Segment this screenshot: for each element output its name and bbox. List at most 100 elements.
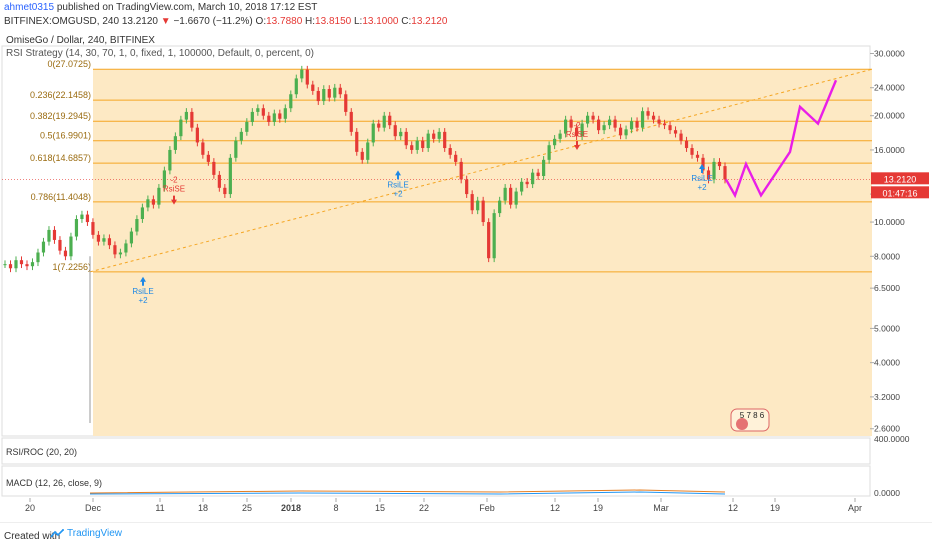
candle-body: [382, 115, 386, 128]
candle-body: [327, 89, 331, 98]
candle-body: [613, 119, 617, 128]
candle-body: [575, 127, 579, 137]
timer-tag-label: 01:47:16: [882, 188, 917, 198]
candle-body: [278, 113, 282, 119]
candle-body: [63, 250, 68, 257]
y-tick-label: 30.0000: [874, 48, 905, 58]
candle-body: [706, 170, 711, 180]
candle-body: [695, 154, 700, 158]
tradingview-brand: TradingView: [67, 528, 123, 539]
candle-body: [624, 129, 628, 136]
candle-body: [19, 260, 24, 265]
candle-body: [316, 90, 320, 102]
price-tag-label: 13.2120: [884, 174, 917, 184]
y-tick-label: 8.0000: [874, 251, 900, 261]
candle-body: [25, 264, 29, 267]
plot-title: OmiseGo / Dollar, 240, BITFINEX: [6, 35, 155, 46]
candle-body: [415, 140, 419, 150]
candle-body: [459, 161, 463, 180]
candle-body: [569, 119, 573, 128]
candle-body: [256, 108, 260, 112]
candle-body: [426, 133, 430, 149]
last-price: 13.2120: [121, 16, 158, 27]
candle-body: [311, 84, 315, 91]
macd-axis: 0.0000: [874, 488, 900, 498]
author-link[interactable]: ahmet0315: [4, 2, 55, 13]
candle-body: [162, 170, 166, 188]
candle-body: [618, 127, 623, 136]
fib-label: 1(7.2256): [52, 262, 91, 272]
candle-body: [151, 199, 155, 205]
candle-body: [580, 123, 584, 137]
tradingview-icon: [50, 528, 64, 537]
candle-body: [377, 123, 381, 128]
fib-label: 0.618(14.6857): [30, 153, 91, 163]
candle-body: [673, 130, 678, 134]
marker-qty: +2: [393, 189, 403, 198]
marker-label: RsiSE: [566, 130, 588, 139]
candle-body: [564, 119, 568, 134]
candle-body: [250, 111, 254, 122]
y-tick-label: 24.0000: [874, 83, 905, 93]
candle-body: [74, 219, 79, 237]
candle-body: [437, 131, 441, 139]
x-tick-label: Feb: [479, 503, 495, 513]
publish-text: published on TradingView.com, March 10, …: [56, 2, 318, 13]
flag-icon: [736, 418, 748, 430]
candle-body: [525, 181, 529, 185]
x-tick-label: 12: [728, 503, 738, 513]
candle-body: [179, 119, 183, 137]
fib-label: 0.382(19.2945): [30, 111, 91, 121]
candle-body: [85, 214, 90, 223]
candle-body: [635, 121, 639, 128]
x-tick-label: Mar: [653, 503, 669, 513]
candle-body: [629, 121, 634, 130]
chart-canvas[interactable]: 0(27.0725) 0.236(22.1458) 0.382(19.2945) 0.…: [0, 0, 932, 522]
candle-body: [596, 119, 601, 131]
marker-label: RsiLE: [132, 287, 153, 296]
change-value: −1.6670 (−11.2%): [173, 16, 253, 27]
candle-body: [646, 111, 650, 116]
candle-body: [107, 238, 112, 246]
candle-body: [684, 140, 689, 149]
candle-body: [553, 138, 557, 146]
candle-body: [531, 172, 535, 185]
counter-label: 5 7 8 6: [740, 411, 765, 420]
candle-body: [157, 187, 161, 205]
candle-body: [228, 157, 232, 195]
candle-body: [349, 111, 353, 132]
macd-signal: [89, 491, 726, 495]
candle-body: [393, 125, 397, 137]
candle-body: [454, 154, 458, 162]
candle-body: [8, 264, 13, 269]
symbol-label: BITFINEX:OMGUSD, 240: [4, 16, 120, 27]
close-label: C:: [401, 16, 412, 27]
candle-body: [443, 131, 447, 149]
candle-body: [602, 125, 606, 131]
marker-qty: +2: [138, 296, 148, 305]
high-label: H:: [305, 16, 316, 27]
marker-label: RsiSE: [163, 185, 185, 194]
candle-body: [96, 234, 101, 242]
candle-body: [91, 222, 95, 235]
macd-label: MACD (12, 26, close, 9): [6, 478, 102, 488]
candle-body: [448, 148, 452, 155]
x-tick-label: 8: [333, 503, 338, 513]
candle-body: [690, 148, 694, 155]
x-tick-label: 15: [375, 503, 385, 513]
candle-body: [498, 200, 502, 214]
candle-body: [206, 154, 210, 162]
candle-body: [52, 229, 57, 240]
x-tick-label: 18: [198, 503, 208, 513]
high-value: 13.8150: [315, 16, 352, 27]
close-value: 13.2120: [411, 16, 448, 27]
candle-body: [322, 89, 326, 102]
candle-body: [195, 127, 199, 143]
candle-body: [140, 207, 145, 220]
candle-body: [421, 140, 425, 149]
x-tick-label: 12: [550, 503, 560, 513]
tradingview-logo[interactable]: TradingView: [50, 528, 122, 539]
candle-body: [481, 200, 485, 223]
candle-body: [640, 111, 645, 128]
candle-body: [355, 131, 359, 152]
